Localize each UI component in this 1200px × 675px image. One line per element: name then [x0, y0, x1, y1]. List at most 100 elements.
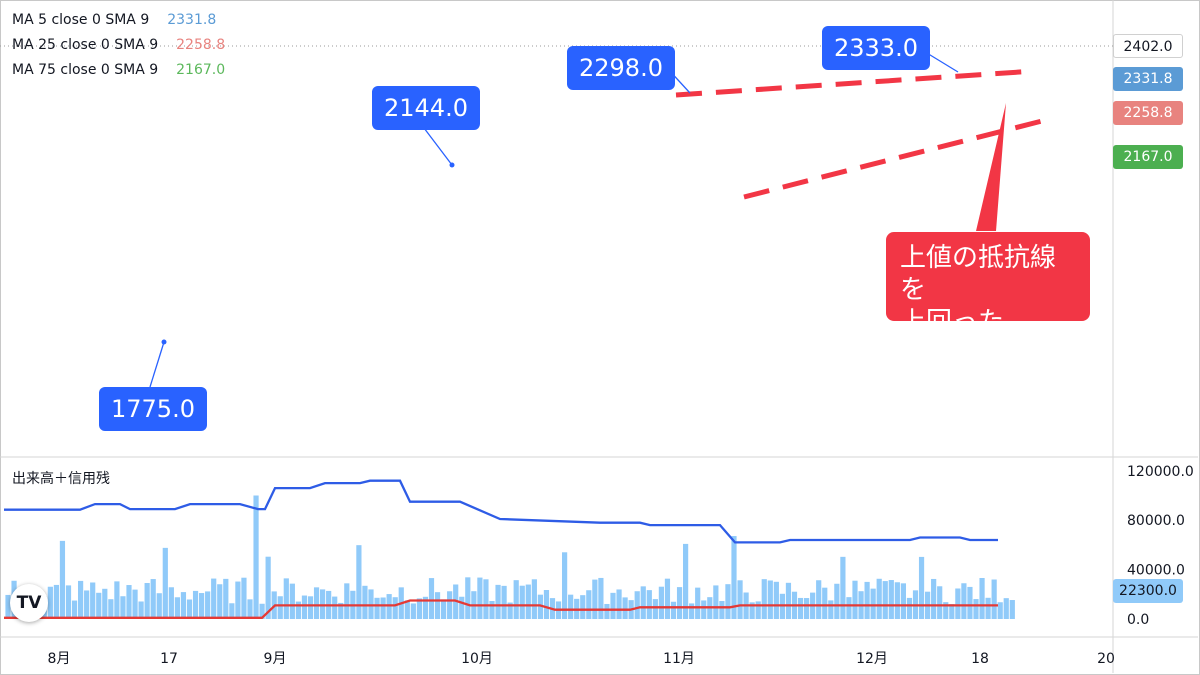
volume-bar [531, 579, 537, 619]
volume-bar [664, 578, 671, 619]
volume-bar [767, 580, 773, 619]
volume-bar [5, 594, 11, 619]
volume-bar [434, 592, 441, 619]
volume-bar [961, 583, 967, 619]
volume-bar [906, 597, 913, 619]
volume-bar [719, 601, 725, 619]
callout-pointer [149, 341, 165, 388]
ma25-price-tag: 2258.8 [1113, 101, 1183, 125]
resistance-line [675, 68, 1036, 98]
volume-bar [888, 580, 894, 619]
volume-bar [265, 556, 271, 619]
volume-bar [168, 587, 174, 619]
ma75-price-tag: 2167.0 [1113, 145, 1183, 169]
volume-bar [670, 601, 677, 619]
legend-ma25: MA 25 close 0 SMA 9 2258.8 [12, 37, 225, 53]
volume-bar [241, 577, 247, 619]
volume-tick-label: 80000.0 [1127, 513, 1185, 529]
volume-bar [864, 581, 870, 619]
volume-bar [313, 587, 320, 619]
volume-bar [991, 579, 997, 619]
trendlines [149, 46, 1043, 388]
volume-bar [108, 599, 114, 619]
volume-bar [749, 602, 755, 619]
volume-bar [634, 591, 640, 619]
volume-bar [580, 595, 586, 619]
volume-bar [676, 587, 683, 619]
volume-bar [876, 578, 882, 619]
callout-pointer [423, 127, 453, 166]
volume-bar [380, 597, 386, 619]
volume-bar [301, 595, 308, 619]
volume-bar [900, 583, 906, 619]
volume-bar [610, 592, 616, 619]
volume-bar [120, 596, 126, 619]
axes: 2300.02200.02100.02000.01900.01800.01700… [48, 464, 1194, 667]
volume-bar [640, 586, 646, 619]
volume-bar [761, 579, 767, 619]
volume-bar [416, 598, 422, 619]
volume-bar [755, 601, 761, 619]
callout-high-nov: 2298.0 [567, 46, 675, 90]
high-marker [449, 162, 455, 168]
volume-bar [870, 588, 876, 619]
volume-bar [174, 597, 180, 619]
volume-bar [47, 586, 53, 619]
volume-bar [840, 556, 846, 619]
tradingview-logo[interactable]: TV [10, 584, 48, 622]
volume-bar [441, 599, 447, 619]
volume-bar [477, 577, 483, 619]
volume-bar [126, 585, 132, 619]
legend-ma5-label: MA 5 close 0 SMA 9 [12, 12, 150, 28]
margin-buy-line [4, 479, 998, 544]
volume-bar [604, 603, 610, 619]
x-tick-label: 11月 [663, 651, 695, 667]
volume-bar [894, 582, 900, 619]
callout-high-dec: 2333.0 [822, 26, 930, 70]
volume-bar [495, 584, 501, 619]
volume-bar [65, 585, 72, 619]
volume-bar [592, 579, 598, 619]
volume-bar [59, 540, 66, 619]
volume-bar [138, 601, 144, 619]
volume-value-tag: 22300.0 [1113, 579, 1183, 603]
volume-bar [513, 580, 519, 619]
volume-bar [211, 578, 217, 619]
volume-bar [652, 599, 658, 619]
volume-bar [689, 603, 695, 619]
volume-bar [955, 588, 961, 619]
volume-bar [834, 583, 840, 619]
low-marker [161, 339, 167, 345]
volume-bar [447, 591, 453, 619]
volume-bar [338, 602, 344, 619]
volume-bar [731, 536, 737, 619]
volume-bar [701, 600, 707, 619]
volume-bar [132, 589, 138, 619]
x-tick-label: 18 [971, 651, 989, 667]
volume-bar [199, 593, 205, 619]
x-tick-label: 10月 [461, 651, 493, 667]
volume-bar [53, 584, 59, 619]
note-arrow [976, 103, 1006, 231]
legend-ma75-label: MA 75 close 0 SMA 9 [12, 62, 159, 78]
volume-bar [71, 600, 78, 619]
volume-bar [374, 597, 380, 619]
volume-tick-label: 40000.0 [1127, 563, 1185, 579]
volume-bar [646, 590, 652, 619]
volume-bar [102, 588, 108, 619]
volume-bar [816, 580, 822, 619]
resistance-note: 上値の抵抗線を 上回った [886, 232, 1090, 337]
volume-pane-title: 出来高＋信用残 [12, 471, 110, 487]
volume-bar [683, 543, 689, 619]
volume-bar [918, 556, 925, 619]
volume-bar [822, 587, 828, 619]
volume-bar [846, 597, 852, 619]
volume-bar [543, 590, 550, 619]
volume-bar [713, 585, 719, 619]
volume-bar [1009, 600, 1015, 619]
volume-bar [797, 597, 804, 619]
volume-bar [259, 603, 265, 619]
volume-bar [785, 582, 792, 619]
volume-bar [410, 603, 416, 619]
